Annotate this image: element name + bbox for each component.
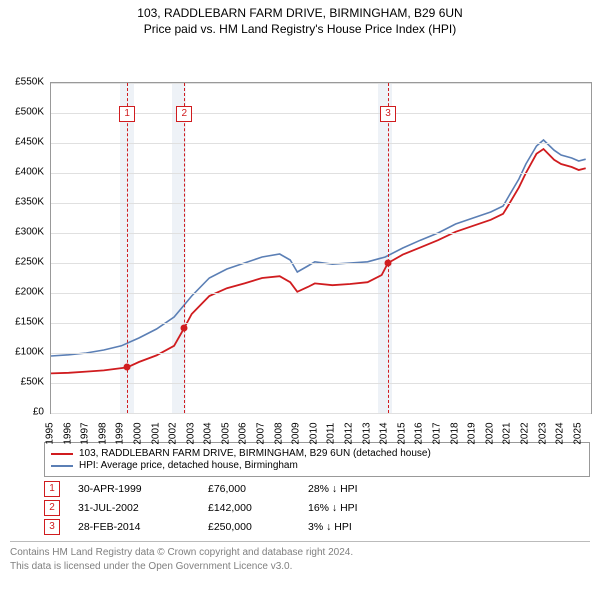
legend-label: HPI: Average price, detached house, Birm…	[79, 460, 298, 471]
x-axis-label: 1995	[45, 422, 56, 444]
y-axis-label: £0	[0, 407, 44, 418]
title-subtitle: Price paid vs. HM Land Registry's House …	[0, 22, 600, 36]
legend: 103, RADDLEBARN FARM DRIVE, BIRMINGHAM, …	[44, 442, 590, 477]
attribution-footer: Contains HM Land Registry data © Crown c…	[10, 541, 590, 579]
transaction-date: 30-APR-1999	[78, 483, 208, 495]
x-axis-label: 2011	[326, 423, 337, 445]
chart-container: 103, RADDLEBARN FARM DRIVE, BIRMINGHAM, …	[0, 0, 600, 579]
sale-dot	[385, 260, 392, 267]
transaction-marker-box: 3	[44, 519, 60, 535]
transaction-row: 2 31-JUL-2002£142,00016% ↓ HPI	[44, 500, 590, 516]
y-axis-label: £250K	[0, 257, 44, 268]
x-axis-label: 1996	[62, 422, 73, 444]
transaction-price: £142,000	[208, 502, 308, 514]
transaction-date: 28-FEB-2014	[78, 521, 208, 533]
y-axis-label: £450K	[0, 137, 44, 148]
x-axis-label: 2001	[150, 422, 161, 444]
gridline	[51, 143, 591, 144]
gridline	[51, 413, 591, 414]
gridline	[51, 293, 591, 294]
x-axis-label: 1997	[80, 422, 91, 444]
transaction-price: £250,000	[208, 521, 308, 533]
y-axis-label: £200K	[0, 287, 44, 298]
x-axis-label: 2013	[361, 422, 372, 444]
transaction-price: £76,000	[208, 483, 308, 495]
title-block: 103, RADDLEBARN FARM DRIVE, BIRMINGHAM, …	[0, 0, 600, 36]
transaction-delta: 16% ↓ HPI	[308, 502, 418, 514]
event-marker-line	[184, 83, 185, 413]
footer-line1: Contains HM Land Registry data © Crown c…	[10, 546, 590, 560]
x-axis-label: 1998	[97, 422, 108, 444]
sale-dot	[181, 324, 188, 331]
gridline	[51, 383, 591, 384]
x-axis-label: 2018	[449, 422, 460, 444]
y-axis-label: £100K	[0, 347, 44, 358]
y-axis-label: £550K	[0, 77, 44, 88]
y-axis-label: £50K	[0, 377, 44, 388]
x-axis-label: 2000	[132, 422, 143, 444]
y-axis-label: £350K	[0, 197, 44, 208]
event-marker-line	[388, 83, 389, 413]
x-axis-label: 2008	[273, 422, 284, 444]
legend-label: 103, RADDLEBARN FARM DRIVE, BIRMINGHAM, …	[79, 448, 431, 459]
transaction-row: 3 28-FEB-2014£250,0003% ↓ HPI	[44, 519, 590, 535]
transaction-delta: 3% ↓ HPI	[308, 521, 418, 533]
x-axis-label: 2002	[168, 422, 179, 444]
x-axis-label: 2019	[467, 422, 478, 444]
x-axis-label: 2022	[519, 422, 530, 444]
y-axis-label: £300K	[0, 227, 44, 238]
x-axis-label: 1999	[115, 422, 126, 444]
event-marker-box: 3	[380, 106, 396, 122]
x-axis-label: 2024	[555, 422, 566, 444]
x-axis-label: 2005	[220, 422, 231, 444]
x-axis-label: 2016	[414, 422, 425, 444]
gridline	[51, 83, 591, 84]
gridline	[51, 323, 591, 324]
line-series-svg	[51, 83, 591, 413]
transaction-delta: 28% ↓ HPI	[308, 483, 418, 495]
plot-area: 1 2 3	[50, 82, 592, 414]
transaction-row: 1 30-APR-1999£76,00028% ↓ HPI	[44, 481, 590, 497]
x-axis-label: 2021	[502, 422, 513, 444]
x-axis-label: 2012	[344, 422, 355, 444]
x-axis-label: 2017	[431, 422, 442, 444]
title-address: 103, RADDLEBARN FARM DRIVE, BIRMINGHAM, …	[0, 6, 600, 20]
x-axis-label: 2004	[203, 422, 214, 444]
x-axis-label: 2003	[185, 422, 196, 444]
y-axis-label: £150K	[0, 317, 44, 328]
footer-line2: This data is licensed under the Open Gov…	[10, 560, 590, 574]
legend-swatch	[51, 453, 73, 455]
x-axis-label: 2020	[484, 422, 495, 444]
sale-dot	[124, 364, 131, 371]
event-marker-box: 1	[119, 106, 135, 122]
x-axis-label: 2025	[572, 422, 583, 444]
chart-area: 1 2 3 £0 £50K £100K £150K £200K £250K £300K £350K…	[0, 36, 600, 436]
gridline	[51, 173, 591, 174]
series-property	[51, 149, 586, 373]
transaction-date: 31-JUL-2002	[78, 502, 208, 514]
transaction-marker-box: 1	[44, 481, 60, 497]
x-axis-label: 2009	[291, 422, 302, 444]
gridline	[51, 233, 591, 234]
x-axis-label: 2014	[379, 422, 390, 444]
y-axis-label: £400K	[0, 167, 44, 178]
legend-swatch	[51, 465, 73, 467]
transaction-marker-box: 2	[44, 500, 60, 516]
legend-item: HPI: Average price, detached house, Birm…	[51, 460, 583, 471]
x-axis-label: 2015	[396, 422, 407, 444]
y-axis-label: £500K	[0, 107, 44, 118]
x-axis-label: 2007	[256, 422, 267, 444]
x-axis-label: 2023	[537, 422, 548, 444]
gridline	[51, 203, 591, 204]
gridline	[51, 353, 591, 354]
event-marker-box: 2	[176, 106, 192, 122]
legend-item: 103, RADDLEBARN FARM DRIVE, BIRMINGHAM, …	[51, 448, 583, 459]
x-axis-label: 2010	[308, 422, 319, 444]
transactions-table: 1 30-APR-1999£76,00028% ↓ HPI 2 31-JUL-2002…	[44, 481, 590, 535]
gridline	[51, 263, 591, 264]
x-axis-label: 2006	[238, 422, 249, 444]
